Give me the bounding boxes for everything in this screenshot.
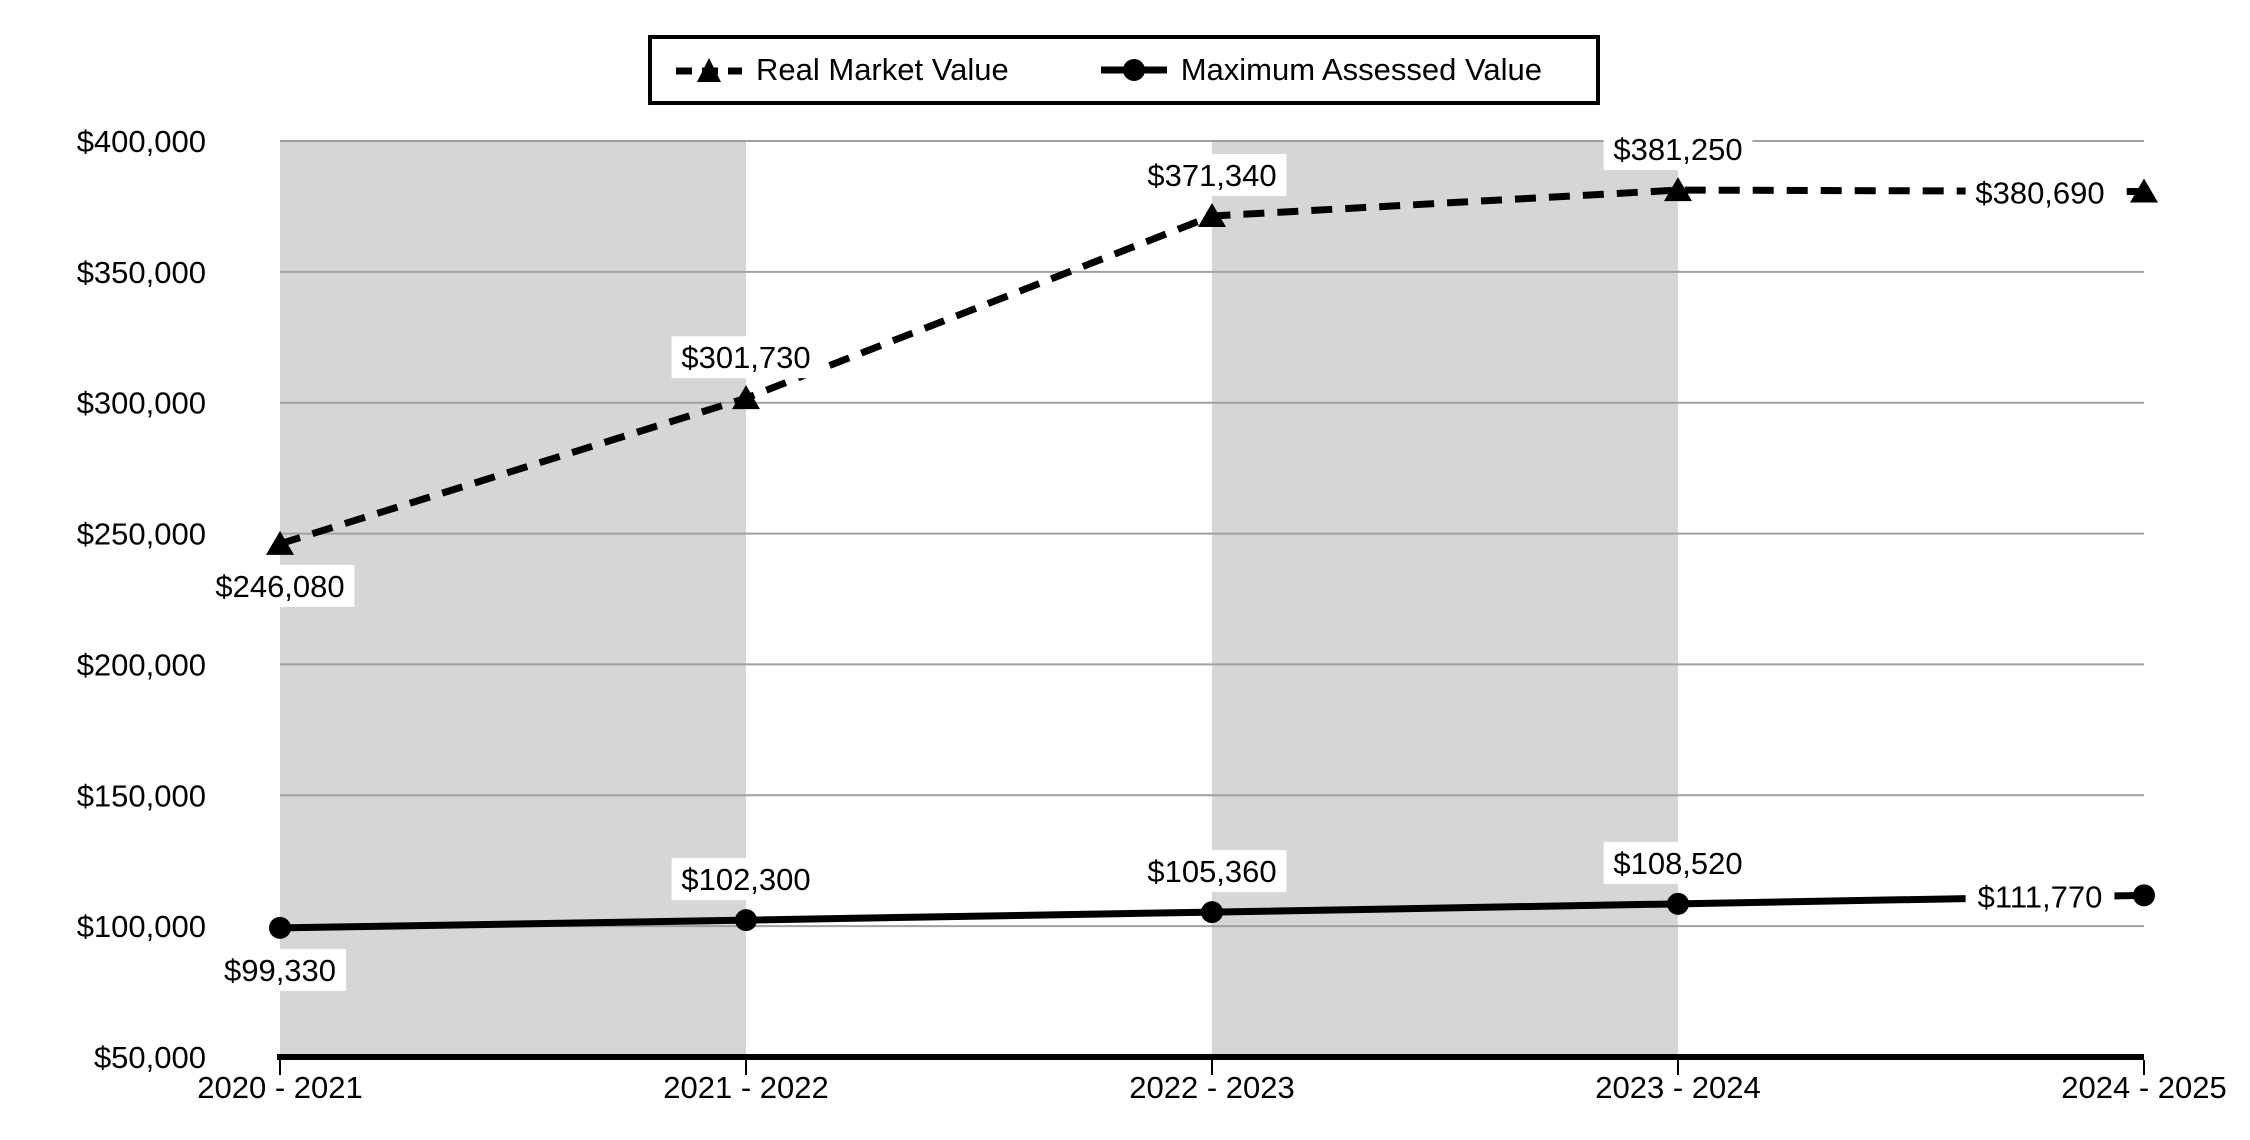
data-label-background: [1137, 154, 1287, 197]
triangle-marker: [2130, 178, 2158, 203]
legend-item-maximum-assessed-value: Maximum Assessed Value: [1100, 52, 1542, 88]
y-axis-label: $350,000: [77, 255, 206, 290]
data-label: $111,770: [1978, 879, 2103, 914]
x-axis-label: 2022 - 2023: [1129, 1070, 1294, 1105]
data-label-background: [1603, 128, 1753, 171]
data-label: $246,080: [215, 569, 344, 604]
x-axis-label: 2023 - 2024: [1595, 1070, 1760, 1105]
data-label: $105,360: [1147, 854, 1276, 889]
y-axis-label: $100,000: [77, 909, 206, 944]
legend-item-real-market-value: Real Market Value: [676, 52, 1009, 88]
x-axis-label: 2024 - 2025: [2061, 1070, 2226, 1105]
triangle-marker: [732, 385, 760, 410]
data-label: $371,340: [1147, 158, 1276, 193]
column-band: [1212, 141, 1678, 1057]
legend: Real Market Value Maximum Assessed Value: [648, 35, 1600, 105]
solid-line-circle-marker-icon: [1100, 59, 1167, 81]
legend-label-real-market-value: Real Market Value: [756, 52, 1009, 87]
legend-label-maximum-assessed-value: Maximum Assessed Value: [1180, 52, 1542, 87]
y-axis-label: $50,000: [94, 1040, 206, 1075]
data-label-background: [205, 564, 355, 607]
circle-marker: [1201, 901, 1223, 924]
data-label: $108,520: [1613, 846, 1742, 881]
data-label-background: [213, 948, 347, 991]
triangle-marker: [1198, 203, 1226, 228]
dashed-line-triangle-marker-icon: [676, 58, 742, 82]
y-axis-label: $400,000: [77, 124, 206, 159]
circle-marker: [735, 909, 757, 932]
data-label: $102,300: [681, 862, 810, 897]
triangle-marker: [266, 530, 294, 555]
y-axis-label: $200,000: [77, 647, 206, 682]
y-axis-label: $150,000: [77, 778, 206, 813]
circle-marker: [2133, 884, 2155, 907]
data-label: $381,250: [1613, 132, 1742, 167]
circle-marker: [1667, 892, 1689, 915]
data-label-background: [1137, 850, 1287, 893]
column-band: [280, 141, 746, 1057]
y-axis-label: $300,000: [77, 386, 206, 421]
x-axis-label: 2021 - 2022: [663, 1070, 828, 1105]
data-label: $301,730: [681, 340, 810, 375]
data-label-background: [671, 336, 821, 379]
data-label-background: [1965, 875, 2115, 918]
data-label-background: [671, 858, 821, 901]
y-axis-label: $250,000: [77, 517, 206, 552]
data-label: $99,330: [224, 953, 336, 988]
data-label-background: [1965, 171, 2115, 214]
x-axis-label: 2020 - 2021: [197, 1070, 362, 1105]
triangle-marker: [1664, 177, 1692, 202]
circle-marker: [269, 916, 291, 939]
data-label-background: [1603, 841, 1753, 884]
data-label: $380,690: [1975, 176, 2104, 211]
